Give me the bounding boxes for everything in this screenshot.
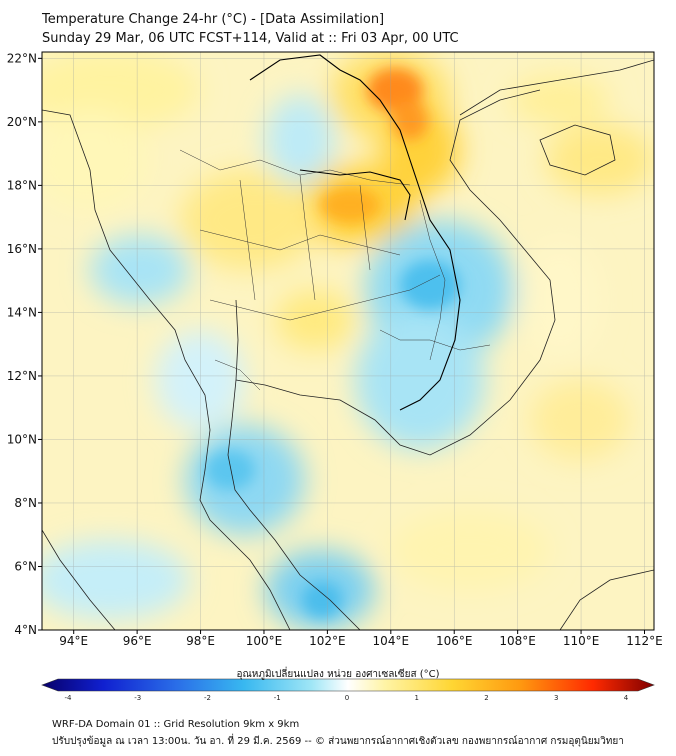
- longitude-label: 104°E: [373, 634, 410, 648]
- longitude-label: 102°E: [309, 634, 346, 648]
- longitude-label: 106°E: [436, 634, 473, 648]
- footer-model-info: WRF-DA Domain 01 :: Grid Resolution 9km …: [52, 719, 300, 730]
- longitude-label: 110°E: [563, 634, 600, 648]
- colorbar-tick-label: -3: [134, 694, 141, 702]
- colorbar-tick-label: 4: [624, 694, 629, 702]
- colorbar-label: อุณหภูมิเปลี่ยนแปลง หน่วย องศาเซลเซียส (…: [236, 669, 440, 680]
- temperature-field: [42, 52, 654, 630]
- latitude-label: 8°N: [14, 496, 37, 510]
- provincial-borders: [179, 149, 491, 391]
- colorbar-tick-label: 2: [484, 694, 488, 702]
- longitude-label: 96°E: [123, 634, 152, 648]
- latitude-label: 16°N: [7, 242, 37, 256]
- latitude-label: 18°N: [7, 178, 37, 192]
- colorbar-tick-label: 3: [554, 694, 558, 702]
- longitude-label: 98°E: [186, 634, 215, 648]
- latitude-label: 4°N: [14, 623, 37, 637]
- longitude-label: 112°E: [626, 634, 663, 648]
- country-borders: [249, 54, 461, 411]
- colorbar-tick-label: -1: [274, 694, 281, 702]
- latitude-label: 6°N: [14, 559, 37, 573]
- latitude-label: 12°N: [7, 369, 37, 383]
- longitude-label: 94°E: [59, 634, 88, 648]
- chart-subtitle: Sunday 29 Mar, 06 UTC FCST+114, Valid at…: [42, 31, 459, 46]
- colorbar-tick-label: 1: [415, 694, 419, 702]
- colorbar-tick-label: -2: [204, 694, 211, 702]
- chart-title: Temperature Change 24-hr (°C) - [Data As…: [42, 12, 385, 27]
- colorbar: -4 -3 -2 -1 0 1 2 3 4: [41, 678, 655, 702]
- latitude-label: 20°N: [7, 115, 37, 129]
- map-frame: [41, 51, 655, 631]
- longitude-label: 108°E: [499, 634, 536, 648]
- coastlines: [42, 59, 654, 630]
- colorbar-tick-label: 0: [345, 694, 349, 702]
- colorbar-tick-label: -4: [65, 694, 73, 702]
- footer-credit: ปรับปรุงข้อมูล ณ เวลา 13:00น. วัน อา. ที…: [52, 736, 624, 747]
- graticule-lines: [42, 52, 654, 630]
- latitude-label: 22°N: [7, 51, 37, 65]
- longitude-label: 100°E: [246, 634, 283, 648]
- latitude-label: 10°N: [7, 432, 37, 446]
- latitude-label: 14°N: [7, 305, 37, 319]
